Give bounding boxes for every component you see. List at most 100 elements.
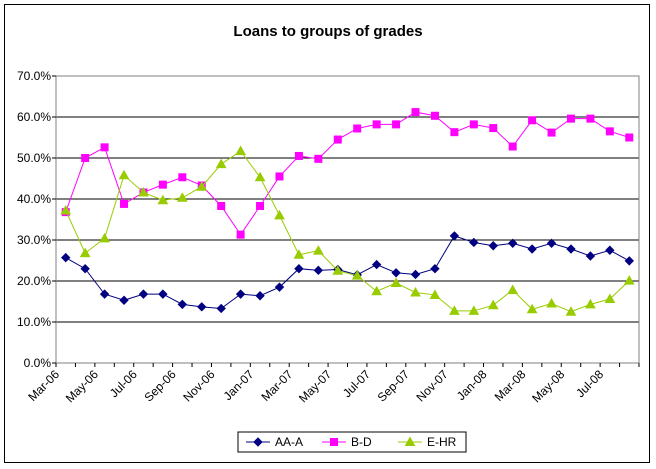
data-point-e-hr [468,305,480,315]
data-point-b-d [275,172,284,181]
x-tick-label: Mar-07 [259,367,296,404]
legend-item-e-hr: E-HR [398,435,457,449]
chart-frame [4,4,650,463]
data-point-e-hr [565,306,577,316]
data-point-aa-a [371,259,382,270]
data-point-aa-a [410,269,421,280]
data-point-e-hr [235,145,246,156]
data-point-e-hr [118,169,130,180]
x-tick-label: May-07 [296,367,334,405]
x-tick-label: Jul-07 [340,367,373,400]
legend-box [237,431,467,453]
legend-marker [253,437,263,447]
data-point-aa-a [449,231,460,241]
data-point-b-d [217,201,226,210]
series-b-d [61,108,634,239]
chart-title: Loans to groups of grades [233,23,422,40]
y-tick-label: 20.0% [17,274,51,288]
data-point-aa-a [294,263,304,274]
data-point-aa-a [527,244,537,254]
data-point-aa-a [624,256,634,266]
data-point-aa-a [391,268,401,278]
data-point-e-hr [79,247,91,258]
data-point-aa-a [507,238,518,248]
x-tick-label: Jul-08 [573,367,606,400]
data-point-e-hr [293,249,305,259]
legend-label: E-HR [427,435,457,449]
data-point-e-hr [410,286,421,297]
data-point-e-hr [585,298,596,309]
x-tick-label: Jan-08 [454,367,490,403]
data-point-e-hr [196,181,208,191]
data-point-e-hr [274,209,285,220]
data-point-b-d [392,120,401,129]
series-aa-a [61,231,634,314]
data-point-aa-a [80,263,90,274]
y-tick-label: 60.0% [17,110,51,124]
data-point-e-hr [487,299,499,310]
data-point-b-d [333,135,342,144]
x-tick-label: Jan-07 [221,367,257,403]
x-tick-label: Nov-07 [414,367,451,404]
data-point-b-d [411,108,420,117]
data-point-b-d [450,128,459,137]
x-tick-label: Mar-06 [25,367,62,404]
x-tick-label: May-06 [63,367,101,405]
data-point-aa-a [138,289,149,299]
legend: AA-A B-D E-HR [237,431,467,453]
data-point-e-hr [215,158,227,169]
x-tick-label: May-08 [529,367,567,405]
x-tick-label: Jul-06 [107,367,140,400]
data-point-e-hr [449,305,460,315]
legend-label: AA-A [275,435,303,449]
data-point-aa-a [488,241,498,251]
data-point-aa-a [274,282,285,292]
data-point-aa-a [119,295,129,305]
y-tick-label: 40.0% [17,192,51,206]
data-point-e-hr [157,194,169,205]
x-axis: Mar-06 May-06 Jul-06 Sep-06 Nov-06 Jan-07 Mar-… [25,363,640,405]
data-point-aa-a [216,303,226,314]
data-point-e-hr [60,204,72,215]
x-tick-label: Sep-06 [141,367,178,404]
data-point-e-hr [138,186,149,197]
legend-label: B-D [351,435,372,449]
data-point-e-hr [390,277,402,288]
legend-item-b-d: B-D [322,435,372,449]
data-point-b-d [314,154,323,163]
data-point-aa-a [197,302,207,312]
data-point-b-d [256,201,265,210]
data-point-e-hr [176,192,188,202]
legend-item-aa-a: AA-A [246,435,303,449]
data-point-aa-a [546,238,557,248]
data-point-b-d [81,154,90,162]
data-point-aa-a [585,251,596,261]
data-point-aa-a [430,263,440,274]
data-point-b-d [489,124,498,133]
data-point-aa-a [99,289,110,299]
data-point-e-hr [507,284,519,295]
data-point-b-d [605,127,614,136]
data-point-aa-a [235,289,246,299]
data-point-b-d [586,114,595,123]
legend-marker [330,438,338,446]
data-point-e-hr [332,265,344,275]
data-point-aa-a [158,289,168,299]
data-point-b-d [372,120,381,129]
data-point-aa-a [566,244,576,254]
data-point-e-hr [254,171,266,182]
series-line-aa-a [65,235,630,309]
data-point-e-hr [371,285,383,296]
data-point-b-d [158,180,167,189]
data-point-b-d [236,230,245,239]
data-point-b-d [430,111,439,120]
data-point-aa-a [177,299,188,310]
data-point-b-d [353,124,362,133]
data-point-b-d [566,114,575,123]
legend-marker [404,436,416,446]
series-layer [60,108,635,316]
data-point-e-hr [351,270,363,280]
data-point-e-hr [604,293,616,304]
data-point-e-hr [526,303,538,314]
y-tick-label: 0.0% [24,356,52,370]
